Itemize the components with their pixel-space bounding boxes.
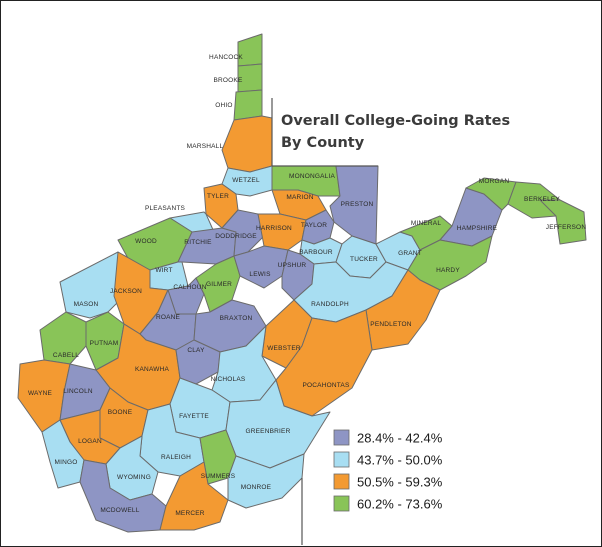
county-label-taylor: TAYLOR	[301, 222, 327, 229]
county-label-summers: SUMMERS	[201, 473, 236, 480]
county-label-pleasants: PLEASANTS	[145, 205, 186, 212]
county-jefferson	[539, 199, 587, 245]
county-label-clay: CLAY	[187, 347, 205, 354]
county-label-preston: PRESTON	[341, 201, 374, 208]
legend-label-2: 43.7% - 50.0%	[357, 453, 443, 468]
county-label-jefferson: JEFFERSON	[546, 224, 587, 231]
legend-swatch-2	[333, 451, 350, 468]
county-mercer	[159, 461, 229, 531]
county-label-morgan: MORGAN	[479, 178, 510, 185]
county-label-berkeley: BERKELEY	[524, 196, 560, 203]
county-label-brooke: BROOKE	[213, 77, 242, 84]
county-label-doddridge: DODDRIDGE	[215, 233, 257, 240]
county-label-fayette: FAYETTE	[179, 413, 209, 420]
county-label-grant: GRANT	[398, 250, 422, 257]
county-label-wyoming: WYOMING	[117, 474, 151, 481]
county-label-mercer: MERCER	[175, 510, 204, 517]
county-label-ritchie: RITCHIE	[184, 239, 212, 246]
legend-label-4: 60.2% - 73.6%	[357, 497, 443, 512]
county-label-lincoln: LINCOLN	[63, 388, 93, 395]
county-label-wayne: WAYNE	[28, 390, 53, 397]
county-label-randolph: RANDOLPH	[311, 301, 349, 308]
county-label-hampshire: HAMPSHIRE	[457, 225, 498, 232]
county-label-braxton: BRAXTON	[220, 315, 253, 322]
legend-swatch-1	[333, 429, 350, 446]
county-label-raleigh: RALEIGH	[161, 454, 191, 461]
title-line-1: Overall College-Going Rates	[281, 113, 510, 129]
county-preston	[329, 165, 379, 245]
county-label-barbour: BARBOUR	[299, 249, 333, 256]
county-label-pendleton: PENDLETON	[370, 321, 412, 328]
county-doddridge	[221, 209, 265, 257]
county-label-mcdowell: MCDOWELL	[100, 507, 139, 514]
county-marshall	[221, 115, 273, 173]
county-label-marion: MARION	[286, 194, 313, 201]
legend-swatch-3	[333, 473, 350, 490]
county-label-calhoun: CALHOUN	[173, 284, 206, 291]
county-label-nicholas: NICHOLAS	[211, 376, 246, 383]
legend-label-3: 50.5% - 59.3%	[357, 475, 443, 490]
county-label-kanawha: KANAWHA	[135, 366, 169, 373]
county-label-jackson: JACKSON	[110, 288, 142, 295]
county-label-mason: MASON	[74, 301, 99, 308]
county-label-marshall: MARSHALL	[187, 143, 224, 150]
map-title: Overall College-Going Rates By County	[281, 113, 510, 151]
legend-label-1: 28.4% - 42.4%	[357, 431, 443, 446]
county-label-wood: WOOD	[135, 238, 157, 245]
county-regions	[17, 33, 587, 533]
county-label-ohio: OHIO	[215, 102, 232, 109]
county-ohio	[233, 89, 263, 121]
county-label-putnam: PUTNAM	[90, 340, 119, 347]
county-label-webster: WEBSTER	[267, 345, 301, 352]
county-label-boone: BOONE	[108, 409, 133, 416]
county-label-hardy: HARDY	[436, 267, 460, 274]
county-label-tyler: TYLER	[207, 193, 229, 200]
county-label-lewis: LEWIS	[249, 271, 271, 278]
county-label-pocahontas: POCAHONTAS	[302, 382, 349, 389]
legend: 28.4% - 42.4% 43.7% - 50.0% 50.5% - 59.3% 6…	[333, 429, 443, 512]
county-label-harrison: HARRISON	[256, 225, 292, 232]
county-label-monroe: MONROE	[241, 484, 272, 491]
county-labels: HANCOCK BROOKE OHIO MARSHALL WETZEL MONONGALI…	[28, 54, 586, 517]
county-label-upshur: UPSHUR	[278, 262, 307, 269]
county-hancock	[237, 33, 263, 67]
county-mcdowell	[79, 459, 167, 533]
county-label-logan: LOGAN	[78, 438, 102, 445]
county-label-cabell: CABELL	[53, 352, 79, 359]
county-label-hancock: HANCOCK	[209, 54, 243, 61]
county-label-wirt: WIRT	[155, 267, 172, 274]
county-label-wetzel: WETZEL	[232, 177, 260, 184]
title-line-2: By County	[281, 135, 365, 151]
county-label-mingo: MINGO	[54, 459, 77, 466]
county-label-gilmer: GILMER	[206, 281, 232, 288]
county-label-tucker: TUCKER	[350, 256, 378, 263]
county-gilmer	[195, 255, 241, 313]
county-label-mineral: MINERAL	[411, 220, 441, 227]
county-harrison	[257, 213, 307, 251]
county-label-monongalia: MONONGALIA	[289, 173, 336, 180]
county-label-greenbrier: GREENBRIER	[246, 428, 291, 435]
legend-swatch-4	[333, 495, 350, 512]
county-label-roane: ROANE	[156, 314, 181, 321]
